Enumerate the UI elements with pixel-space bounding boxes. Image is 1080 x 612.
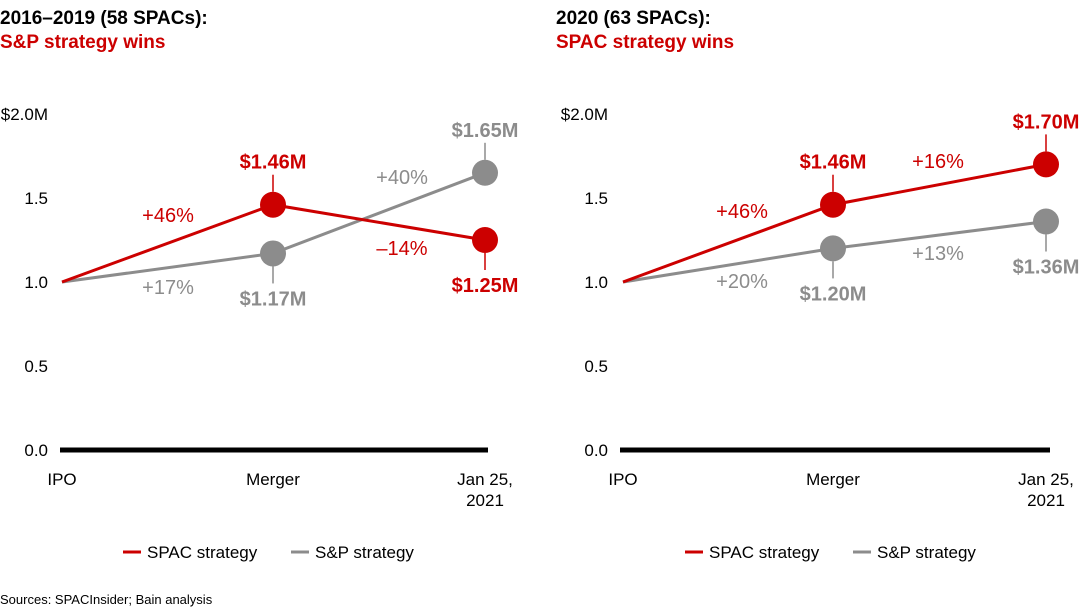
change-label: +46%	[716, 201, 768, 223]
legend-label: S&P strategy	[877, 543, 976, 562]
y-tick-label: 1.0	[584, 273, 608, 292]
sp-data-point	[472, 159, 498, 186]
value-label: $1.46M	[800, 152, 867, 174]
spac-data-point	[472, 227, 498, 253]
x-tick-label: Jan 25,	[1018, 470, 1074, 489]
y-tick-label: 0.5	[584, 357, 608, 376]
sp-data-point	[1033, 208, 1059, 235]
y-tick-label: 1.0	[24, 273, 48, 292]
value-label: $1.17M	[240, 288, 307, 310]
chart-title: 2020 (63 SPACs):	[556, 8, 711, 29]
sp-data-point	[260, 240, 286, 267]
change-label: +13%	[912, 243, 964, 265]
chart-subtitle: SPAC strategy wins	[556, 32, 734, 53]
x-tick-label: Merger	[246, 470, 300, 489]
change-label: +17%	[142, 277, 194, 299]
legend-label: SPAC strategy	[147, 543, 258, 562]
y-tick-label: 1.5	[24, 189, 48, 208]
x-tick-label: 2021	[1027, 491, 1065, 510]
legend-label: SPAC strategy	[709, 543, 820, 562]
value-label: $1.65M	[452, 120, 519, 142]
spac-data-point	[260, 191, 286, 218]
value-label: $1.20M	[800, 283, 867, 305]
change-label: –14%	[376, 238, 427, 260]
x-tick-label: 2021	[466, 491, 504, 510]
x-tick-label: IPO	[608, 470, 637, 489]
chart-subtitle: S&P strategy wins	[0, 32, 165, 53]
sp-data-point	[820, 235, 846, 262]
change-label: +40%	[376, 167, 428, 189]
y-tick-label: 0.0	[24, 441, 48, 460]
y-tick-label: $2.0M	[561, 105, 608, 124]
x-tick-label: Merger	[806, 470, 860, 489]
y-tick-label: 0.5	[24, 357, 48, 376]
spac-data-point	[820, 191, 846, 218]
change-label: +16%	[912, 151, 964, 173]
sources-note: Sources: SPACInsider; Bain analysis	[0, 592, 213, 607]
x-tick-label: IPO	[47, 470, 76, 489]
change-label: +46%	[142, 205, 194, 227]
y-tick-label: $2.0M	[1, 105, 48, 124]
y-tick-label: 1.5	[584, 189, 608, 208]
y-tick-label: 0.0	[584, 441, 608, 460]
spac-data-point	[1033, 151, 1059, 178]
value-label: $1.36M	[1013, 257, 1080, 279]
change-label: +20%	[716, 271, 768, 293]
chart-title: 2016–2019 (58 SPACs):	[0, 8, 208, 29]
x-tick-label: Jan 25,	[457, 470, 513, 489]
legend-label: S&P strategy	[315, 543, 414, 562]
value-label: $1.46M	[240, 152, 307, 174]
spac-series-line	[622, 162, 1047, 284]
value-label: $1.25M	[452, 275, 519, 297]
value-label: $1.70M	[1013, 111, 1080, 133]
